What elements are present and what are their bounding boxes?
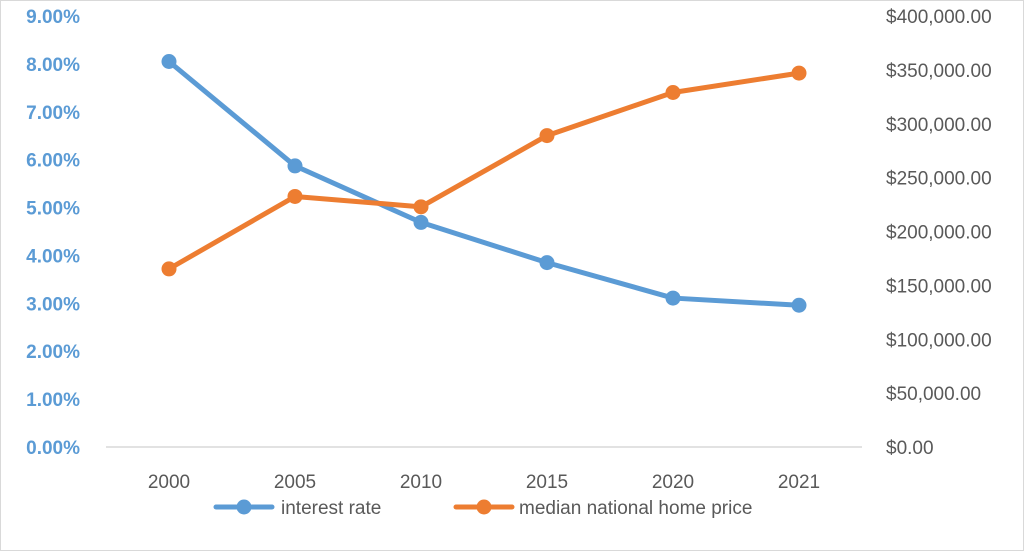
left-axis-tick-label: 0.00% xyxy=(26,438,80,459)
legend: interest rate median national home price xyxy=(213,498,752,519)
legend-label: interest rate xyxy=(281,498,381,519)
right-axis-tick-label: $100,000.00 xyxy=(886,330,992,351)
x-axis-tick-label: 2010 xyxy=(400,472,442,493)
series-line-1 xyxy=(166,70,802,272)
right-axis-tick-label: $350,000.00 xyxy=(886,61,992,82)
series-line-0 xyxy=(166,58,802,308)
right-axis-tick-label: $150,000.00 xyxy=(886,276,992,297)
series-lines xyxy=(161,53,807,313)
legend-swatch-marker xyxy=(236,499,252,515)
left-axis-tick-label: 3.00% xyxy=(26,294,80,315)
x-axis-tick-label: 2021 xyxy=(778,472,820,493)
right-axis-tick-label: $50,000.00 xyxy=(886,384,981,405)
right-axis-ticks: $0.00 $50,000.00 $100,000.00 $150,000.00 $20… xyxy=(886,7,992,459)
data-point xyxy=(791,65,807,81)
data-point xyxy=(413,199,429,215)
x-axis-tick-label: 2000 xyxy=(148,472,190,493)
legend-swatch-marker xyxy=(476,499,492,515)
right-axis-tick-label: $400,000.00 xyxy=(886,7,992,28)
right-axis-tick-label: $0.00 xyxy=(886,438,934,459)
left-axis-tick-label: 6.00% xyxy=(26,151,80,172)
data-point xyxy=(161,53,177,69)
data-point xyxy=(287,188,303,204)
left-axis-tick-label: 8.00% xyxy=(26,55,80,76)
x-axis-tick-label: 2020 xyxy=(652,472,694,493)
data-point xyxy=(539,128,555,144)
x-axis-tick-label: 2005 xyxy=(274,472,316,493)
left-axis-tick-label: 2.00% xyxy=(26,342,80,363)
right-axis-tick-label: $300,000.00 xyxy=(886,115,992,136)
data-point xyxy=(665,85,681,101)
right-axis-tick-label: $200,000.00 xyxy=(886,223,992,244)
left-axis-ticks: 0.00% 1.00% 2.00% 3.00% 4.00% 5.00% 6.00% 7.00%… xyxy=(26,7,80,459)
right-axis-tick-label: $250,000.00 xyxy=(886,169,992,190)
left-axis-tick-label: 9.00% xyxy=(26,7,80,28)
data-point xyxy=(665,290,681,306)
data-point xyxy=(161,261,177,277)
data-point xyxy=(791,297,807,313)
data-point xyxy=(287,158,303,174)
data-point xyxy=(413,214,429,230)
left-axis-tick-label: 4.00% xyxy=(26,246,80,267)
x-axis-tick-label: 2015 xyxy=(526,472,568,493)
left-axis-tick-label: 1.00% xyxy=(26,390,80,411)
legend-label: median national home price xyxy=(519,498,752,519)
left-axis-tick-label: 5.00% xyxy=(26,199,80,220)
x-axis-ticks: 2000 2005 2010 2015 2020 2021 xyxy=(148,472,820,493)
data-point xyxy=(539,255,555,271)
left-axis-tick-label: 7.00% xyxy=(26,103,80,124)
